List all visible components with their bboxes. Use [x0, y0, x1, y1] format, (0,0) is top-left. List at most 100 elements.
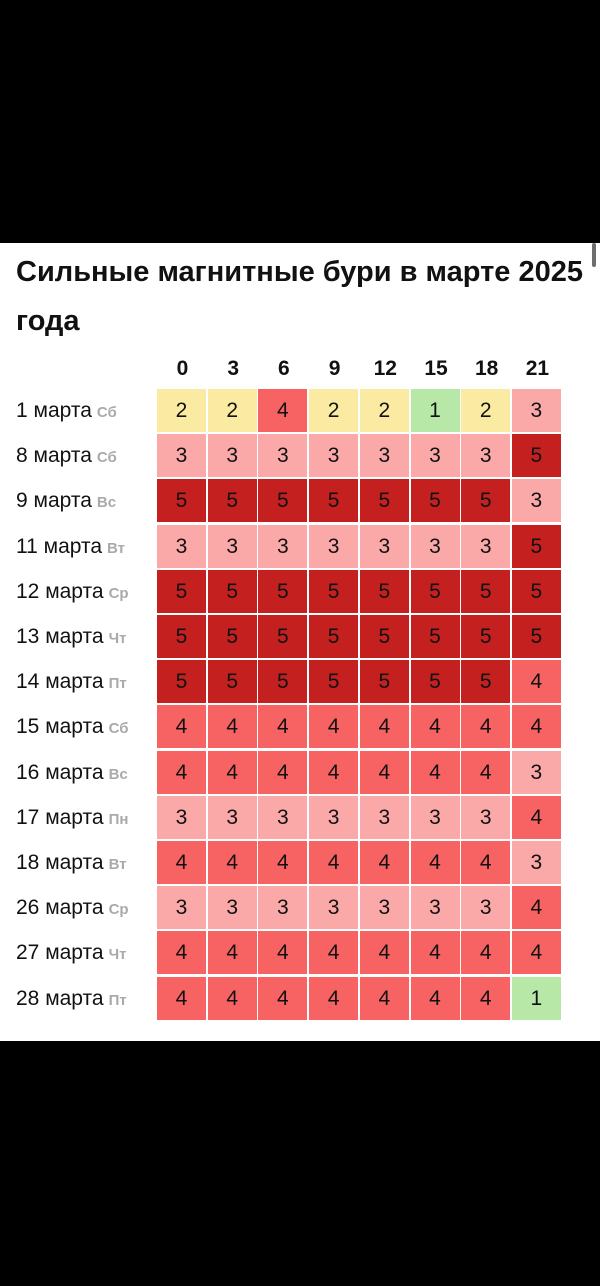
kp-cell: 4	[511, 931, 561, 975]
kp-cell: 5	[511, 524, 561, 568]
kp-cell: 5	[359, 479, 409, 523]
kp-cell: 5	[359, 660, 409, 704]
kp-cell: 1	[511, 976, 561, 1020]
kp-cell: 3	[461, 886, 511, 930]
date-text: 28 марта	[16, 986, 104, 1010]
hour-label: 0	[176, 357, 189, 380]
weekday-text: Вт	[108, 856, 127, 873]
table-row: 15 марта Сб 4 4 4 4 4 4 4 4	[0, 704, 600, 749]
weekday-text: Вт	[107, 539, 126, 557]
kp-cell: 3	[207, 434, 257, 478]
kp-cell: 5	[461, 569, 511, 613]
kp-cell: 3	[410, 886, 460, 930]
table-row: 8 марта Сб 3 3 3 3 3 3 3 5	[0, 433, 600, 478]
kp-cell: 5	[359, 615, 409, 658]
date-text: 17 марта	[16, 805, 104, 829]
kp-cell: 4	[157, 750, 206, 794]
table-row: 13 марта Чт 5 5 5 5 5 5 5 5	[0, 614, 600, 659]
table-row: 14 марта Пт 5 5 5 5 5 5 5 4	[0, 659, 600, 704]
kp-cell: 3	[410, 524, 460, 568]
kp-cell: 3	[157, 795, 206, 839]
kp-cell: 3	[359, 434, 409, 478]
weekday-text: Сб	[108, 720, 129, 738]
date-text: 9 марта	[16, 489, 92, 513]
table-row: 9 марта Вс 5 5 5 5 5 5 5 3	[0, 478, 600, 523]
kp-cell: 3	[309, 795, 359, 839]
date-text: 11 марта	[16, 534, 103, 558]
kp-cell: 5	[309, 479, 359, 523]
kp-cell: 4	[309, 931, 359, 975]
kp-cell: 5	[410, 615, 460, 658]
scrollbar[interactable]	[592, 243, 596, 267]
kp-cell: 4	[207, 931, 257, 975]
kp-cell: 4	[511, 705, 561, 749]
kp-cell: 4	[157, 976, 206, 1020]
kp-cell: 5	[207, 569, 257, 613]
kp-cell: 3	[461, 795, 511, 839]
kp-cell: 4	[309, 841, 359, 884]
kp-cell: 3	[258, 524, 308, 568]
kp-cell: 3	[258, 795, 308, 839]
kp-cell: 5	[157, 660, 206, 704]
heatmap-table: 1 марта Сб 2 2 4 2 2 1 2 3 8 марта Сб 3 3 3 3 3 3 3 5 9 март…	[0, 388, 600, 1022]
row-date-label: 11 марта Вт	[16, 524, 125, 569]
page-title: Сильные магнитные бури в марте 2025 года	[16, 256, 583, 337]
kp-cell: 4	[410, 931, 460, 975]
kp-cell: 5	[157, 615, 206, 658]
row-date-label: 9 марта Вс	[16, 478, 116, 523]
kp-cell: 5	[461, 615, 511, 658]
row-date-label: 16 марта Вс	[16, 750, 128, 795]
kp-cell: 3	[461, 524, 511, 568]
row-date-label: 17 марта Пн	[16, 795, 128, 840]
table-row: 28 марта Пт 4 4 4 4 4 4 4 1	[0, 976, 600, 1021]
weekday-text: Пн	[108, 810, 129, 828]
kp-cell: 3	[258, 886, 308, 930]
kp-cell: 2	[461, 389, 511, 432]
kp-cell: 4	[207, 705, 257, 749]
weekday-text: Вс	[108, 765, 128, 783]
date-text: 8 марта	[16, 444, 92, 468]
kp-cell: 4	[258, 931, 308, 975]
kp-cell: 3	[309, 524, 359, 568]
kp-cell: 4	[207, 750, 257, 794]
kp-cell: 4	[207, 841, 257, 884]
kp-cell: 4	[258, 705, 308, 749]
kp-cell: 2	[207, 389, 257, 432]
row-date-label: 15 марта Сб	[16, 704, 129, 749]
kp-cell: 5	[410, 660, 460, 704]
kp-cell: 3	[359, 524, 409, 568]
date-text: 14 марта	[16, 670, 104, 694]
kp-cell: 5	[461, 660, 511, 704]
kp-cell: 5	[207, 479, 257, 523]
kp-cell: 5	[359, 569, 409, 613]
kp-cell: 3	[207, 524, 257, 568]
date-text: 16 марта	[16, 760, 104, 784]
kp-cell: 3	[258, 434, 308, 478]
kp-cell: 3	[157, 886, 206, 930]
weekday-text: Сб	[96, 449, 117, 467]
weekday-text: Чт	[108, 630, 127, 647]
hour-label: 3	[227, 357, 240, 380]
table-row: 12 марта Ср 5 5 5 5 5 5 5 5	[0, 569, 600, 614]
kp-cell: 3	[511, 841, 561, 884]
kp-cell: 4	[461, 750, 511, 794]
kp-cell: 5	[258, 479, 308, 523]
kp-cell: 4	[410, 976, 460, 1020]
kp-cell: 5	[309, 660, 359, 704]
kp-cell: 5	[309, 569, 359, 613]
kp-cell: 4	[461, 931, 511, 975]
kp-cell: 4	[309, 750, 359, 794]
row-date-label: 14 марта Пт	[16, 659, 127, 704]
row-date-label: 12 марта Ср	[16, 569, 129, 614]
kp-cell: 3	[359, 795, 409, 839]
kp-cell: 3	[309, 886, 359, 930]
kp-cell: 4	[511, 886, 561, 930]
kp-cell: 4	[157, 931, 206, 975]
kp-cell: 5	[461, 479, 511, 523]
row-date-label: 27 марта Чт	[16, 930, 126, 975]
kp-cell: 1	[410, 389, 460, 432]
kp-cell: 4	[410, 705, 460, 749]
kp-cell: 4	[207, 976, 257, 1020]
hour-label: 6	[278, 357, 290, 380]
kp-cell: 4	[258, 389, 308, 432]
